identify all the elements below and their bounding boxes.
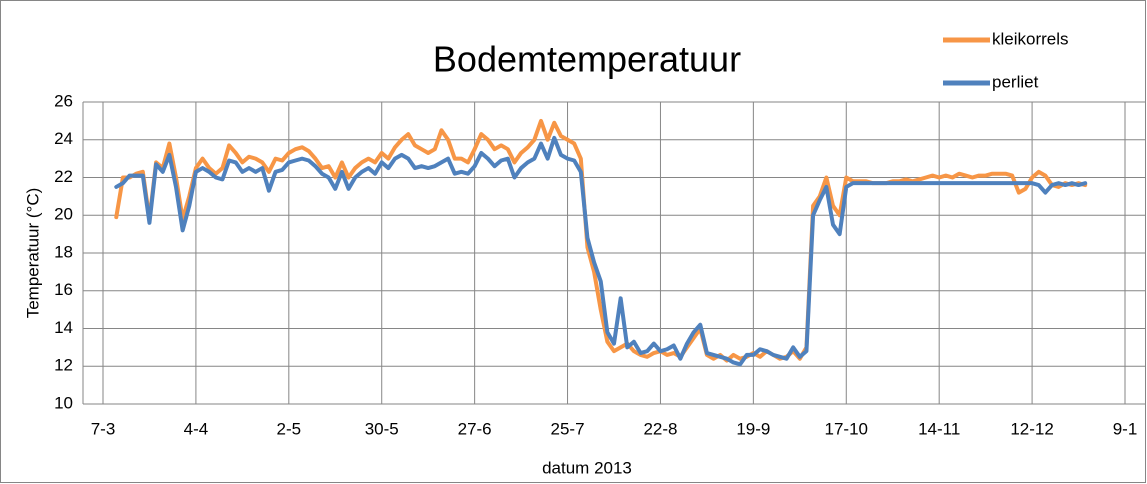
- y-tick-label: 20: [54, 205, 73, 224]
- x-tick-label: 12-12: [1010, 419, 1053, 438]
- legend-label: kleikorrels: [992, 29, 1069, 48]
- y-tick-label: 14: [54, 318, 73, 337]
- y-tick-label: 12: [54, 356, 73, 375]
- data-line: [114, 118, 1088, 363]
- chart-title: Bodemtemperatuur: [433, 39, 741, 80]
- x-tick-label: 19-9: [736, 419, 770, 438]
- y-axis-label: Temperatuur (°C): [23, 188, 42, 319]
- x-tick-label: 17-10: [825, 419, 868, 438]
- x-tick-label: 30-5: [365, 419, 399, 438]
- data-line: [114, 135, 1088, 367]
- legend-label: perliet: [992, 72, 1039, 91]
- y-tick-label: 26: [54, 91, 73, 110]
- x-tick-label: 2-5: [277, 419, 302, 438]
- x-tick-label: 25-7: [551, 419, 585, 438]
- y-tick-label: 10: [54, 393, 73, 412]
- x-tick-label: 27-6: [458, 419, 492, 438]
- x-axis-label: datum 2013: [542, 458, 632, 477]
- x-tick-label: 4-4: [184, 419, 209, 438]
- x-tick-label: 22-8: [643, 419, 677, 438]
- x-tick-label: 7-3: [91, 419, 116, 438]
- y-tick-label: 24: [54, 129, 73, 148]
- y-tick-label: 22: [54, 167, 73, 186]
- y-tick-label: 18: [54, 242, 73, 261]
- x-tick-label: 14-11: [918, 419, 960, 438]
- y-tick-label: 16: [54, 280, 73, 299]
- x-tick-label: 9-1: [1113, 419, 1138, 438]
